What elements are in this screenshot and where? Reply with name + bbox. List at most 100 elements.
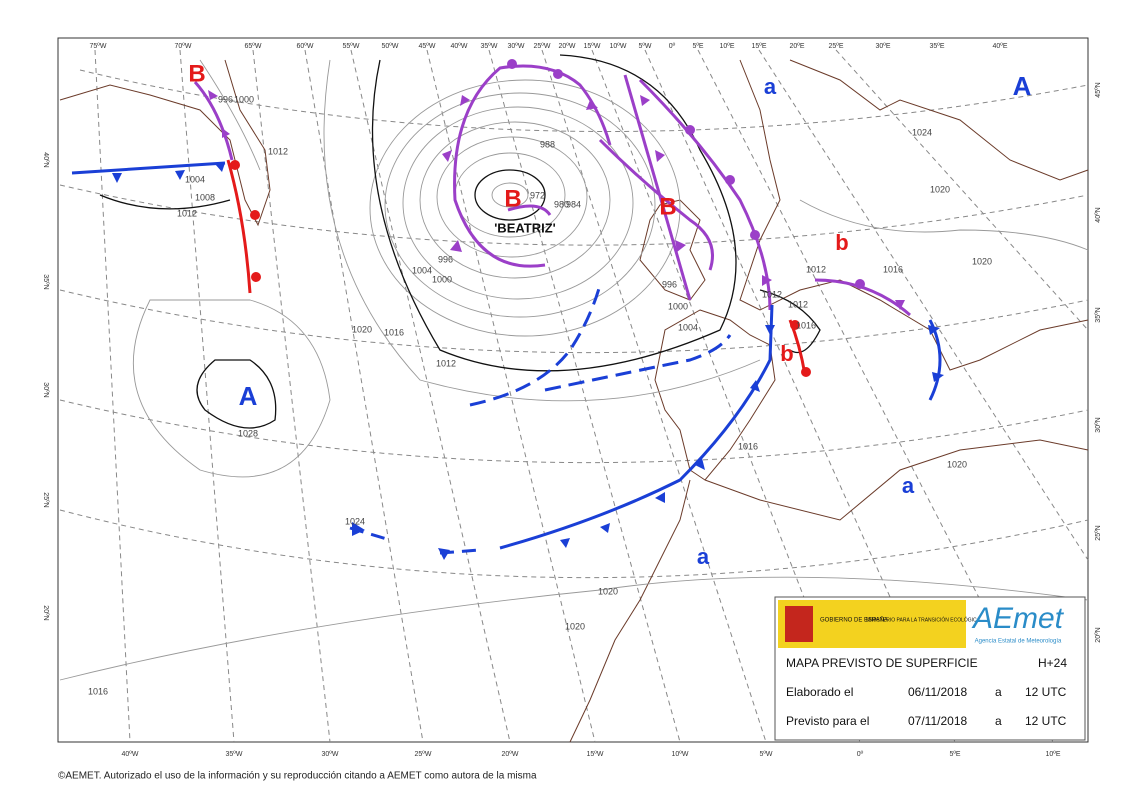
low-center: B	[188, 60, 205, 87]
lon-label: 75ºW	[90, 43, 107, 50]
isobar-label: 1000	[234, 94, 254, 104]
lon-label: 35ºW	[481, 43, 498, 50]
lat-label: 30ºN	[42, 382, 49, 397]
copyright: ©AEMET. Autorizado el uso de la informac…	[58, 771, 537, 782]
isobar-label: 1020	[972, 256, 992, 266]
fronts	[71, 59, 944, 560]
isobar-label: 1004	[678, 322, 698, 332]
isobar-label: 1012	[788, 299, 808, 309]
lon-label: 45ºW	[419, 43, 436, 50]
isobar-label: 1004	[185, 174, 205, 184]
lat-label: 40ºN	[1095, 207, 1102, 222]
isobar-label: 1024	[345, 516, 365, 526]
valid-date: 07/11/2018	[908, 714, 967, 728]
lon-label: 70ºW	[175, 43, 192, 50]
isobar-label: 1016	[796, 320, 816, 330]
lat-label: 25ºN	[1095, 525, 1102, 540]
lon-label: 25ºW	[415, 751, 432, 758]
made-a: a	[995, 685, 1002, 699]
isobar-labels: 996 1000 1012 1004 1008 1012 988 972 980…	[88, 94, 992, 696]
lon-label: 15ºW	[587, 751, 604, 758]
lon-label: 0º	[857, 751, 864, 758]
low-center: B	[504, 185, 521, 212]
lat-labels: 40ºN 35ºN 30ºN 25ºN 20ºN 45ºN 40ºN 35ºN …	[42, 82, 1102, 642]
high-center: a	[902, 473, 915, 498]
lon-label: 20ºW	[559, 43, 576, 50]
isobar-label: 1012	[177, 208, 197, 218]
aemet-logo: AEmet	[971, 602, 1065, 635]
lon-label: 10ºW	[610, 43, 627, 50]
lead-time: H+24	[1038, 656, 1067, 670]
lat-label: 45ºN	[1095, 82, 1102, 97]
high-center: A	[239, 381, 258, 411]
storm-name: 'BEATRIZ'	[494, 220, 556, 235]
lat-label: 20ºN	[1095, 627, 1102, 642]
isobar-label: 1000	[432, 274, 452, 284]
ministry-text: MINISTERIO PARA LA TRANSICIÓN ECOLÓGICA	[866, 616, 981, 623]
lon-label: 15ºE	[751, 43, 766, 50]
lon-label: 25ºE	[828, 43, 843, 50]
lon-label: 15ºW	[584, 43, 601, 50]
isobar-label: 996	[438, 254, 453, 264]
high-center: A	[1013, 71, 1032, 101]
isobar-label: 988	[540, 139, 555, 149]
isobar-label: 980	[554, 199, 569, 209]
lon-label: 55ºW	[343, 43, 360, 50]
isobar-label: 1004	[412, 265, 432, 275]
isobar-label: 1016	[384, 327, 404, 337]
isobar-label: 984	[566, 199, 581, 209]
map-title: MAPA PREVISTO DE SUPERFICIE	[786, 656, 978, 670]
isobar-label: 1016	[88, 686, 108, 696]
isobar-label: 996	[218, 94, 233, 104]
made-date: 06/11/2018	[908, 685, 967, 699]
lat-label: 20ºN	[42, 605, 49, 620]
lon-label: 20ºW	[502, 751, 519, 758]
lon-label: 30ºW	[322, 751, 339, 758]
lon-label: 50ºW	[382, 43, 399, 50]
isobar-label: 996	[662, 279, 677, 289]
lon-label: 30ºE	[875, 43, 890, 50]
low-center: b	[780, 341, 793, 366]
lon-label: 5ºE	[692, 43, 703, 50]
valid-label: Previsto para el	[786, 714, 869, 728]
gov-text: GOBIERNO DE ESPAÑA	[820, 617, 888, 624]
valid-a: a	[995, 714, 1002, 728]
isobar-label: 1016	[738, 441, 758, 451]
isobar-label: 1000	[668, 301, 688, 311]
lon-label: 35ºW	[226, 751, 243, 758]
coat-of-arms	[785, 606, 813, 642]
isobar-label: 1020	[947, 459, 967, 469]
isobar-label: 1020	[565, 621, 585, 631]
isobar-label: 1020	[352, 324, 372, 334]
agency-text: Agencia Estatal de Meteorología	[975, 639, 1062, 645]
valid-time: 12 UTC	[1025, 714, 1067, 728]
info-box: GOBIERNO DE ESPAÑA MINISTERIO PARA LA TR…	[774, 596, 1086, 741]
lat-label: 40ºN	[42, 152, 49, 167]
lon-label: 5ºW	[638, 43, 651, 50]
lon-label: 10ºE	[1045, 751, 1060, 758]
lon-bottom-labels: 40ºW 35ºW 30ºW 25ºW 20ºW 15ºW 10ºW 5ºW 0…	[122, 751, 1061, 758]
low-center: B	[659, 193, 676, 220]
isobar-label: 1020	[598, 586, 618, 596]
isobar-label: 1016	[883, 264, 903, 274]
lon-top-labels: 75ºW 70ºW 65ºW 60ºW 55ºW 50ºW 45ºW 40ºW …	[90, 43, 1008, 50]
low-center: b	[835, 230, 848, 255]
isobar-label: 1012	[268, 146, 288, 156]
made-label: Elaborado el	[786, 685, 853, 699]
lat-label: 30ºN	[1095, 417, 1102, 432]
isobar-label: 972	[530, 190, 545, 200]
isobar-label: 1024	[912, 127, 932, 137]
made-time: 12 UTC	[1025, 685, 1067, 699]
lon-label: 35ºE	[929, 43, 944, 50]
isobar-label: 1008	[195, 192, 215, 202]
lon-label: 25ºW	[534, 43, 551, 50]
lon-label: 10ºW	[672, 751, 689, 758]
lat-label: 35ºN	[42, 274, 49, 289]
isobar-label: 1012	[436, 358, 456, 368]
isobar-label: 1012	[806, 264, 826, 274]
lon-label: 40ºW	[451, 43, 468, 50]
lon-label: 40ºW	[122, 751, 139, 758]
lon-label: 5ºE	[949, 751, 960, 758]
lon-label: 5ºW	[759, 751, 772, 758]
